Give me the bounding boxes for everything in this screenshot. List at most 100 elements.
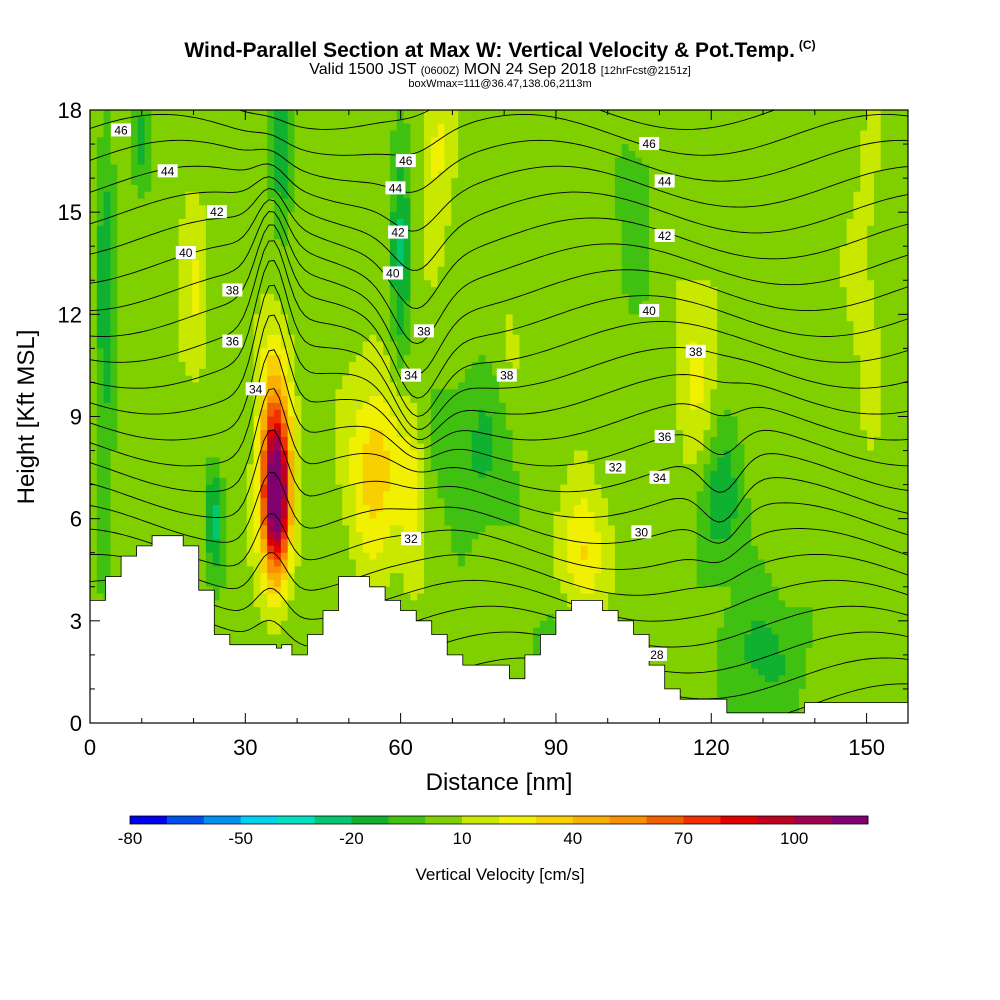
velocity-cell	[730, 362, 739, 370]
velocity-cell	[437, 287, 446, 295]
velocity-cell	[860, 355, 868, 363]
velocity-cell	[621, 362, 630, 370]
velocity-cell	[737, 144, 745, 152]
velocity-cell	[212, 355, 221, 363]
velocity-cell	[451, 362, 459, 370]
velocity-cell	[376, 218, 384, 227]
velocity-cell	[723, 314, 732, 322]
velocity-cell	[301, 307, 309, 315]
velocity-cell	[117, 150, 125, 159]
velocity-cell	[519, 266, 527, 275]
velocity-cell	[199, 389, 207, 397]
velocity-cell	[321, 293, 330, 302]
velocity-cell	[860, 287, 868, 295]
velocity-cell	[642, 321, 650, 329]
velocity-cell	[171, 218, 180, 227]
velocity-cell	[355, 273, 364, 281]
velocity-cell	[192, 314, 200, 322]
velocity-cell	[246, 287, 255, 295]
velocity-cell	[130, 253, 139, 261]
velocity-cell	[369, 253, 377, 261]
velocity-cell	[328, 110, 336, 118]
velocity-cell	[580, 130, 589, 138]
velocity-cell	[192, 205, 200, 213]
velocity-cell	[478, 389, 486, 397]
velocity-cell	[764, 144, 773, 152]
velocity-cell	[744, 334, 752, 343]
velocity-cell	[471, 382, 480, 390]
velocity-cell	[485, 116, 493, 125]
velocity-cell	[349, 239, 357, 247]
velocity-cell	[280, 110, 289, 118]
velocity-cell	[471, 375, 480, 384]
velocity-cell	[839, 300, 848, 309]
velocity-cell	[410, 218, 418, 227]
velocity-cell	[853, 157, 861, 166]
velocity-cell	[662, 191, 671, 200]
velocity-cell	[526, 205, 534, 213]
velocity-cell	[274, 218, 282, 227]
velocity-cell	[614, 225, 623, 234]
velocity-cell	[628, 164, 636, 172]
velocity-cell	[560, 327, 568, 336]
velocity-cell	[662, 110, 671, 118]
velocity-cell	[144, 246, 152, 254]
velocity-cell	[96, 382, 105, 390]
velocity-cell	[621, 184, 630, 193]
velocity-cell	[430, 144, 439, 152]
velocity-cell	[280, 389, 289, 397]
velocity-cell	[492, 259, 500, 268]
velocity-cell	[321, 253, 330, 261]
velocity-cell	[171, 246, 180, 254]
velocity-cell	[860, 178, 868, 186]
velocity-cell	[853, 198, 861, 206]
velocity-cell	[96, 266, 105, 275]
velocity-cell	[812, 198, 820, 206]
velocity-cell	[355, 341, 364, 349]
velocity-cell	[539, 137, 548, 145]
velocity-cell	[833, 348, 841, 356]
velocity-cell	[553, 355, 561, 363]
velocity-cell	[764, 225, 773, 234]
velocity-cell	[451, 382, 459, 390]
velocity-cell	[171, 362, 180, 370]
velocity-cell	[717, 348, 725, 356]
velocity-cell	[642, 116, 650, 125]
velocity-cell	[839, 212, 848, 220]
velocity-cell	[669, 184, 677, 193]
velocity-cell	[471, 368, 480, 377]
velocity-cell	[403, 198, 411, 206]
velocity-cell	[846, 348, 855, 356]
velocity-cell	[655, 280, 664, 288]
velocity-cell	[526, 110, 534, 118]
velocity-cell	[758, 266, 766, 275]
velocity-cell	[614, 321, 623, 329]
velocity-cell	[342, 259, 350, 268]
velocity-cell	[805, 218, 814, 227]
velocity-cell	[526, 382, 534, 390]
velocity-cell	[294, 150, 302, 159]
velocity-cell	[294, 130, 302, 138]
velocity-cell	[819, 150, 827, 159]
velocity-cell	[124, 355, 132, 363]
velocity-cell	[723, 321, 732, 329]
velocity-cell	[492, 116, 500, 125]
velocity-cell	[260, 184, 268, 193]
velocity-cell	[349, 232, 357, 241]
velocity-cell	[710, 232, 718, 241]
velocity-cell	[458, 300, 466, 309]
velocity-cell	[226, 178, 234, 186]
velocity-cell	[853, 130, 861, 138]
velocity-cell	[410, 239, 418, 247]
velocity-cell	[546, 348, 555, 356]
velocity-cell	[778, 184, 786, 193]
velocity-cell	[274, 239, 282, 247]
velocity-cell	[873, 246, 882, 254]
velocity-cell	[362, 218, 371, 227]
velocity-cell	[396, 355, 405, 363]
velocity-cell	[417, 348, 425, 356]
velocity-cell	[349, 321, 357, 329]
velocity-cell	[689, 184, 698, 193]
velocity-cell	[819, 198, 827, 206]
velocity-cell	[396, 123, 405, 132]
